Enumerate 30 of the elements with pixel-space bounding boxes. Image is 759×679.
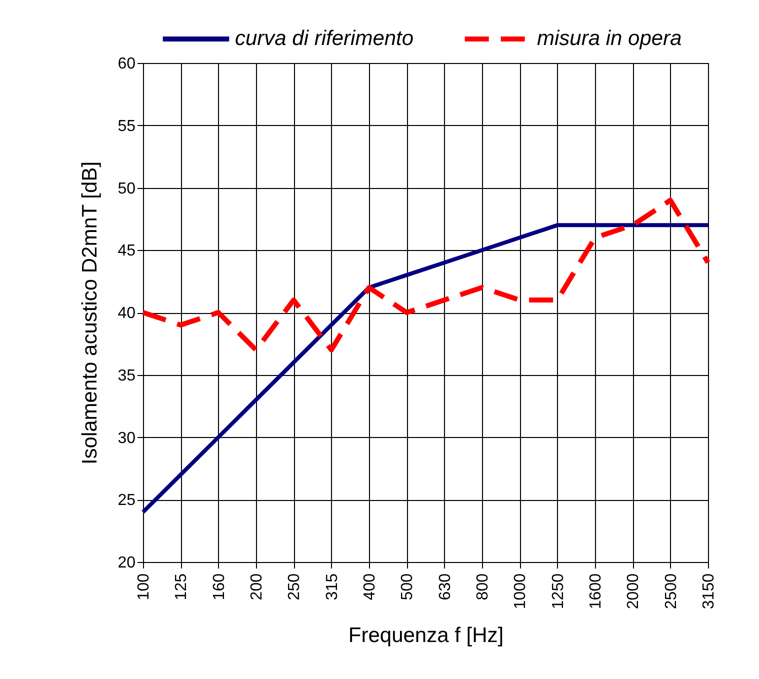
- x-tick-label: 200: [248, 573, 266, 600]
- x-axis-title: Frequenza f [Hz]: [348, 624, 504, 648]
- x-tick-label: 1000: [512, 573, 530, 610]
- legend-label: curva di riferimento: [235, 27, 414, 50]
- x-tick-label: 1600: [588, 573, 604, 610]
- x-tick-label: 2000: [625, 573, 642, 610]
- x-tick-label: 630: [436, 573, 454, 600]
- y-tick-label: 55: [118, 118, 136, 135]
- x-tick-label: 160: [210, 573, 228, 600]
- y-tick-label: 30: [118, 430, 136, 447]
- y-tick-label: 35: [118, 367, 136, 384]
- x-tick-label: 2500: [662, 573, 680, 610]
- x-tick-label: 125: [173, 573, 190, 600]
- x-tick-label: 315: [324, 573, 341, 600]
- x-tick-label: 100: [136, 573, 152, 600]
- x-tick-label: 3150: [700, 573, 718, 610]
- y-tick-label: 60: [118, 56, 136, 72]
- y-tick-label: 20: [118, 554, 136, 572]
- line-series: [141, 223, 710, 514]
- y-tick-label: 50: [118, 180, 136, 198]
- x-tick-label: 500: [399, 573, 416, 600]
- y-tick-label: 25: [118, 492, 136, 510]
- y-tick-label: 45: [118, 242, 136, 260]
- legend-label: misura in opera: [537, 27, 682, 50]
- x-tick-label: 800: [474, 573, 492, 600]
- x-tick-label: 400: [362, 573, 378, 600]
- x-tick-label: 250: [286, 573, 304, 600]
- y-axis-title: Isolamento acustico D2mnT [dB]: [78, 161, 102, 465]
- y-tick-label: 40: [118, 305, 136, 322]
- x-tick-label: 1250: [550, 573, 567, 610]
